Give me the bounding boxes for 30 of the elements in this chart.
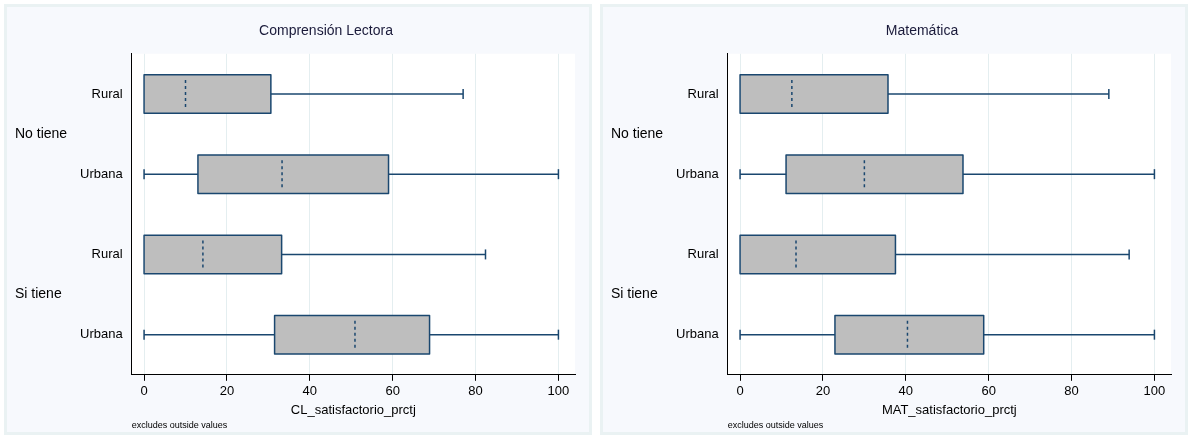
y-tick-label: Urbana — [80, 326, 124, 342]
y-tick-label: Urbana — [676, 165, 720, 181]
x-tick-label: 60 — [981, 383, 996, 399]
y-tick-label: Rural — [687, 246, 719, 261]
y-tick-label: Urbana — [676, 326, 720, 342]
text: Si tiene — [611, 285, 658, 302]
text: No tiene — [611, 124, 664, 141]
x-tick-label: 100 — [1143, 383, 1166, 399]
x-tick-label: 20 — [815, 383, 831, 399]
chart-title: Comprensión Lectora — [259, 22, 394, 39]
x-axis-title: MAT_satisfactorio_prctj — [881, 401, 1017, 417]
text: excludes outside values — [131, 419, 228, 430]
chart-title: Matemática — [885, 22, 959, 39]
y-tick-label: Rural — [687, 85, 719, 101]
x-axis-title: CL_satisfactorio_prctj — [290, 401, 416, 417]
x-tick-label: 60 — [385, 383, 400, 399]
y-tick-label: Rural — [91, 246, 123, 261]
x-tick-label: 40 — [898, 383, 914, 399]
x-tick-label: 80 — [468, 383, 483, 399]
y-tick-label: Rural — [91, 85, 123, 101]
x-tick-label: 80 — [1064, 383, 1079, 399]
x-tick-label: 0 — [140, 383, 148, 399]
text: excludes outside values — [727, 419, 824, 430]
x-tick-label: 0 — [736, 383, 744, 399]
text: No tiene — [15, 124, 68, 141]
x-tick-label: 100 — [547, 383, 570, 399]
x-tick-label: 20 — [219, 383, 235, 399]
text: Si tiene — [15, 285, 62, 302]
x-tick-label: 40 — [302, 383, 318, 399]
y-tick-label: Urbana — [80, 165, 124, 181]
